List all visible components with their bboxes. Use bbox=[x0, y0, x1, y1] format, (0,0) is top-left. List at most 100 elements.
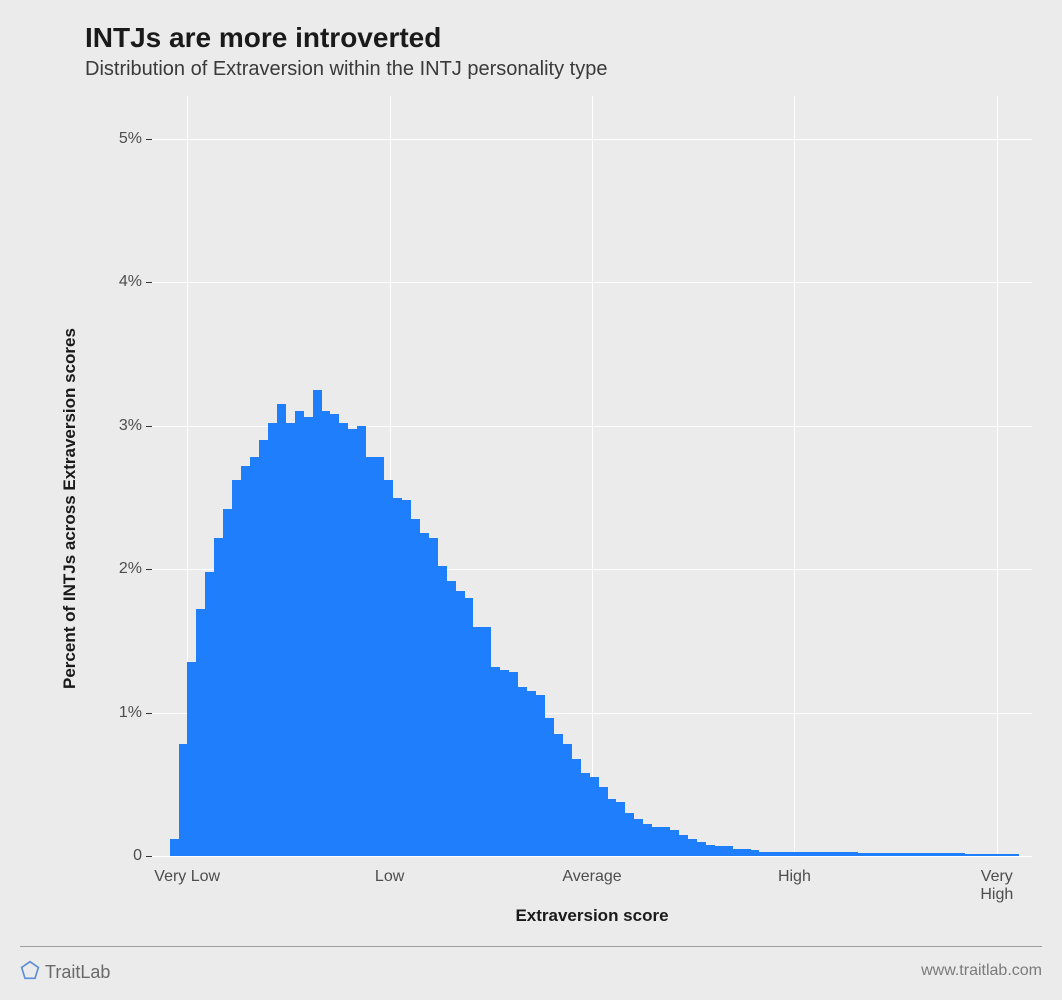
histogram-bar bbox=[733, 849, 742, 856]
histogram-bar bbox=[393, 498, 402, 856]
histogram-bar bbox=[196, 609, 205, 856]
histogram-bar bbox=[795, 852, 804, 856]
histogram-bar bbox=[518, 687, 527, 856]
histogram-bar bbox=[965, 854, 974, 856]
histogram-bar bbox=[724, 846, 733, 856]
histogram-bar bbox=[715, 846, 724, 856]
histogram-bar bbox=[420, 533, 429, 856]
histogram-bar bbox=[545, 718, 554, 856]
y-tick-label: 1% bbox=[102, 704, 142, 722]
x-tick-label: Average bbox=[562, 868, 621, 886]
histogram-bar bbox=[527, 691, 536, 856]
chart-subtitle: Distribution of Extraversion within the … bbox=[85, 58, 607, 81]
histogram-bar bbox=[482, 627, 491, 856]
x-tick-label: Very High bbox=[964, 868, 1029, 904]
histogram-bar bbox=[920, 853, 929, 856]
histogram-bar bbox=[572, 759, 581, 857]
histogram-bar bbox=[447, 581, 456, 856]
histogram-bar bbox=[277, 404, 286, 856]
histogram-bar bbox=[751, 850, 760, 856]
histogram-bar bbox=[992, 854, 1001, 856]
y-axis-title: Percent of INTJs across Extraversion sco… bbox=[60, 328, 80, 689]
x-tick-label: Low bbox=[375, 868, 404, 886]
histogram-bar bbox=[625, 813, 634, 856]
y-tick-label: 5% bbox=[102, 130, 142, 148]
histogram-bar bbox=[590, 777, 599, 856]
histogram-bar bbox=[885, 853, 894, 856]
histogram-bar bbox=[983, 854, 992, 856]
histogram-bar bbox=[268, 423, 277, 856]
histogram-bar bbox=[938, 853, 947, 856]
histogram-bar bbox=[429, 538, 438, 856]
histogram-bar bbox=[500, 670, 509, 856]
histogram-bar bbox=[536, 695, 545, 856]
histogram-bar bbox=[411, 519, 420, 856]
histogram-bar bbox=[366, 457, 375, 856]
histogram-bar bbox=[652, 827, 661, 856]
histogram-bar bbox=[876, 853, 885, 856]
histogram-bar bbox=[205, 572, 214, 856]
histogram-bar bbox=[438, 566, 447, 856]
histogram-bar bbox=[867, 853, 876, 856]
histogram-bar bbox=[187, 662, 196, 856]
x-tick-label: Very Low bbox=[154, 868, 220, 886]
y-tick-label: 4% bbox=[102, 273, 142, 291]
histogram-bar bbox=[330, 414, 339, 856]
logo-icon bbox=[20, 960, 40, 985]
histogram-bar bbox=[840, 852, 849, 856]
histogram-bar bbox=[214, 538, 223, 856]
histogram-bar bbox=[911, 853, 920, 856]
histogram-bar bbox=[831, 852, 840, 856]
histogram-bar bbox=[304, 417, 313, 856]
chart-container: INTJs are more introverted Distribution … bbox=[0, 0, 1062, 1000]
histogram-bar bbox=[1001, 854, 1010, 856]
histogram-bar bbox=[902, 853, 911, 856]
histogram-bar bbox=[777, 852, 786, 856]
histogram-bar bbox=[313, 390, 322, 856]
x-tick-label: High bbox=[778, 868, 811, 886]
brand-name: TraitLab bbox=[45, 962, 110, 983]
histogram-bar bbox=[384, 480, 393, 856]
histogram-bar bbox=[473, 627, 482, 856]
y-tick-label: 2% bbox=[102, 560, 142, 578]
histogram-bar bbox=[947, 853, 956, 856]
footer-url: www.traitlab.com bbox=[921, 962, 1042, 980]
histogram-bar bbox=[223, 509, 232, 856]
histogram-bar bbox=[956, 853, 965, 856]
histogram-bar bbox=[616, 802, 625, 856]
histogram-bar bbox=[375, 457, 384, 856]
histogram-bar bbox=[170, 839, 179, 856]
histogram-bar bbox=[768, 852, 777, 856]
histogram-bar bbox=[295, 411, 304, 856]
histogram-bar bbox=[813, 852, 822, 856]
histogram-bar bbox=[1010, 854, 1019, 856]
histogram-bar bbox=[608, 799, 617, 856]
histogram-bar bbox=[322, 411, 331, 856]
histogram-bar bbox=[688, 839, 697, 856]
histogram-bars bbox=[170, 96, 1019, 856]
histogram-bar bbox=[554, 734, 563, 856]
histogram-bar bbox=[286, 423, 295, 856]
histogram-bar bbox=[232, 480, 241, 856]
histogram-bar bbox=[670, 830, 679, 856]
y-tick-label: 3% bbox=[102, 417, 142, 435]
histogram-bar bbox=[679, 835, 688, 857]
histogram-bar bbox=[706, 845, 715, 856]
chart-title: INTJs are more introverted bbox=[85, 22, 441, 54]
y-tick-label: 0 bbox=[102, 847, 142, 865]
histogram-bar bbox=[491, 667, 500, 856]
histogram-bar bbox=[849, 852, 858, 856]
histogram-bar bbox=[697, 842, 706, 856]
histogram-bar bbox=[259, 440, 268, 856]
histogram-bar bbox=[250, 457, 259, 856]
histogram-bar bbox=[599, 787, 608, 856]
histogram-bar bbox=[894, 853, 903, 856]
histogram-bar bbox=[634, 819, 643, 856]
histogram-bar bbox=[402, 500, 411, 856]
histogram-bar bbox=[465, 598, 474, 856]
x-axis-title: Extraversion score bbox=[152, 906, 1032, 926]
plot-panel bbox=[152, 96, 1032, 856]
histogram-bar bbox=[858, 853, 867, 856]
histogram-bar bbox=[643, 824, 652, 856]
histogram-bar bbox=[563, 744, 572, 856]
